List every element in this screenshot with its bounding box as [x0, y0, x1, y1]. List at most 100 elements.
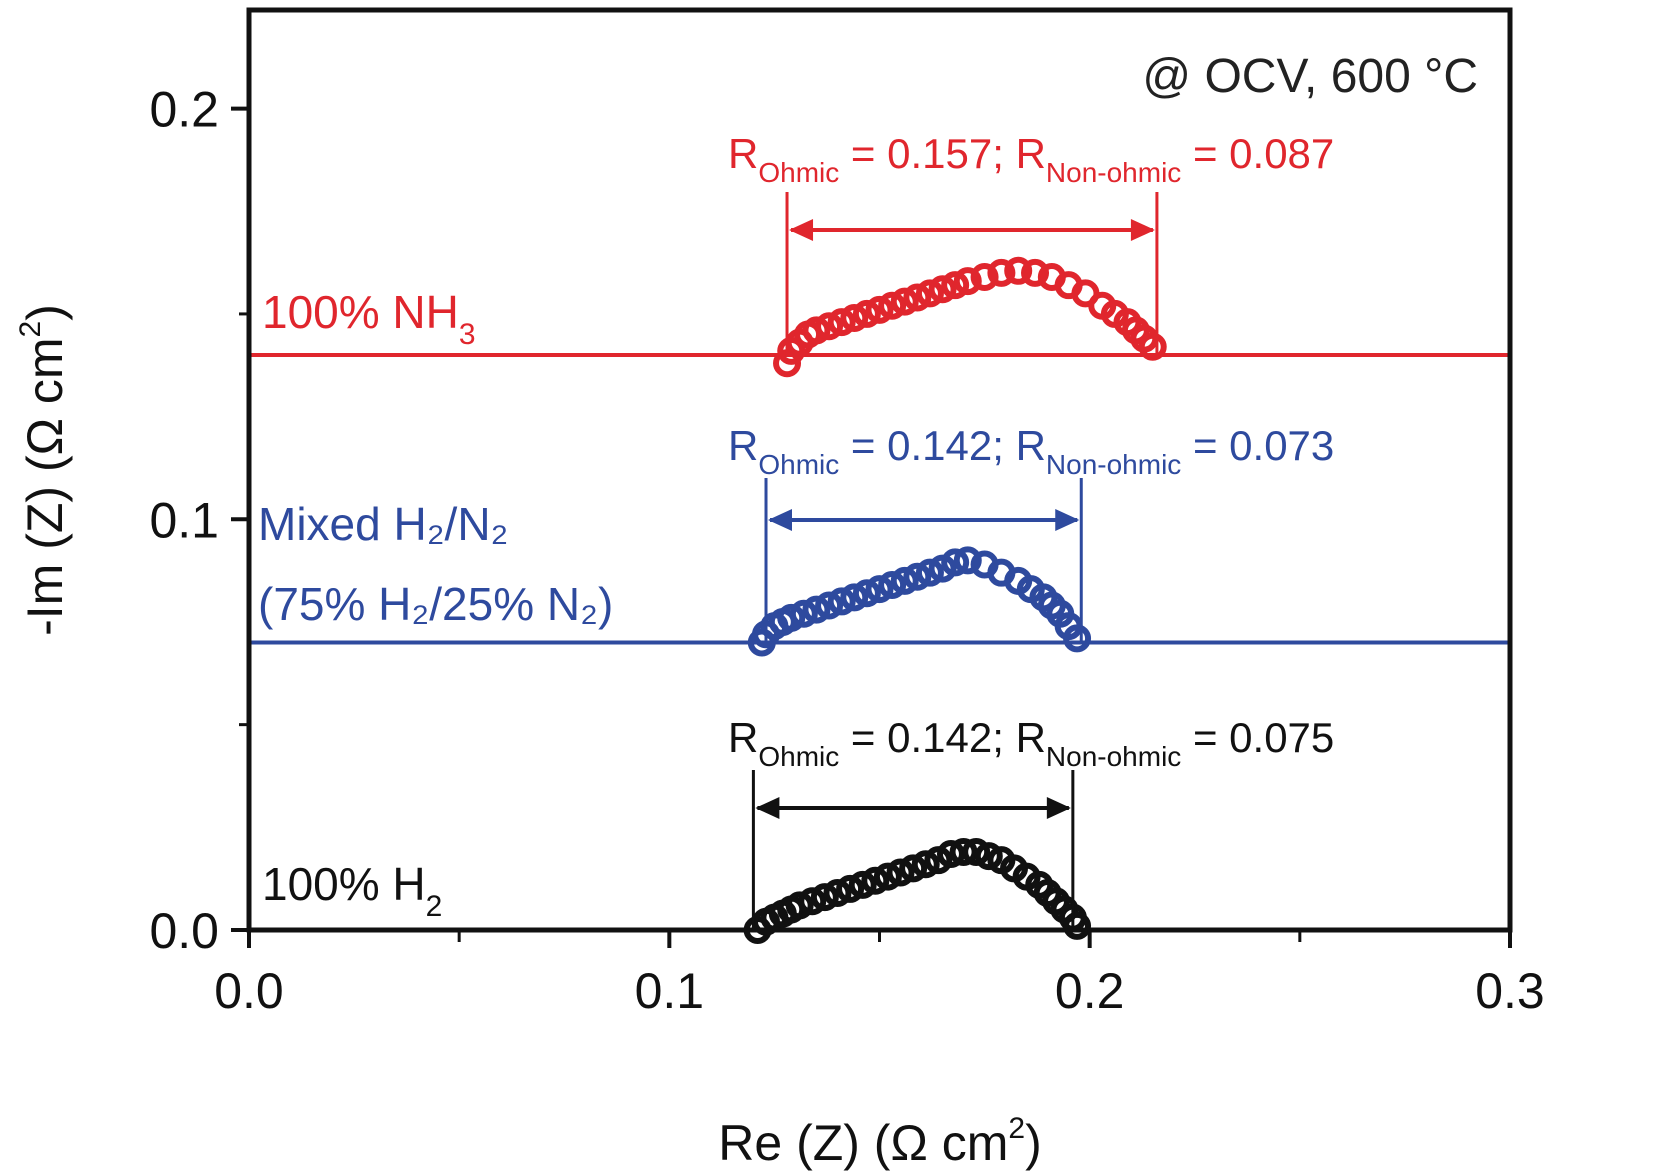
- axis-title-superscript: 2: [1008, 1112, 1025, 1145]
- data-point: [852, 299, 881, 328]
- data-point: [903, 283, 932, 312]
- data-point: [953, 267, 982, 296]
- resistance-arrow-2: [751, 770, 1075, 930]
- series-label-h2: 100% H2: [262, 858, 442, 923]
- data-point: [970, 262, 999, 291]
- annotation-part: Non-ohmic: [1046, 741, 1181, 772]
- data-point: [785, 891, 814, 920]
- data-point: [848, 870, 877, 899]
- arrow-head-left: [789, 219, 814, 241]
- y-tick-label: 0.2: [149, 82, 219, 138]
- axis-title-text: ): [17, 304, 73, 321]
- series-label-nh3: 100% NH3: [262, 286, 476, 351]
- data-point: [810, 883, 839, 912]
- data-point: [890, 287, 919, 316]
- x-tick-label: 0.0: [214, 963, 284, 1019]
- annotation-part: Ohmic: [758, 157, 839, 188]
- series-label-subscript: 3: [459, 318, 476, 351]
- x-tick-label: 0.2: [1055, 963, 1125, 1019]
- axis-layer: 0.0 0.1 0.2 0.3 0.0 0.1 0.2: [149, 82, 1544, 1019]
- annotation-part: = 0.157;: [839, 130, 1015, 177]
- series-label-text: 100% H: [262, 858, 426, 910]
- annotation-part: R: [1016, 714, 1046, 761]
- y-axis-title: -Im (Z) (Ω cm2): [14, 304, 73, 636]
- data-point: [1063, 911, 1092, 940]
- y-tick-label: 0.1: [149, 492, 219, 548]
- data-point: [827, 587, 856, 616]
- data-point: [865, 295, 894, 324]
- data-point: [815, 591, 844, 620]
- axis-title-text: -Im (Z) (Ω cm: [17, 337, 73, 635]
- data-point: [873, 862, 902, 891]
- data-point: [899, 854, 928, 883]
- resistance-arrow-1: [764, 478, 1083, 643]
- annotation-part: R: [728, 422, 758, 469]
- annotation-part: R: [728, 130, 758, 177]
- data-point: [852, 579, 881, 608]
- arrow-head-left: [768, 509, 793, 531]
- data-point: [936, 840, 965, 869]
- annotation-part: = 0.075: [1181, 714, 1334, 761]
- arrow-head-right: [1130, 219, 1155, 241]
- data-point: [1004, 256, 1033, 285]
- data-point: [915, 279, 944, 308]
- annotation-part: Ohmic: [758, 741, 839, 772]
- data-point: [878, 571, 907, 599]
- annotation-part: R: [728, 714, 758, 761]
- annotation-part: R: [1016, 422, 1046, 469]
- annotation-part: Non-ohmic: [1046, 157, 1181, 188]
- axis-title-text: ): [1025, 1115, 1042, 1171]
- data-point: [815, 312, 844, 341]
- data-point: [890, 566, 919, 595]
- data-point: [941, 271, 970, 300]
- arrow-head-left: [755, 797, 780, 819]
- data-point: [987, 258, 1016, 287]
- arrow-head-right: [1046, 797, 1071, 819]
- data-point: [915, 558, 944, 587]
- data-point: [928, 275, 957, 304]
- data-point: [974, 842, 1003, 871]
- data-point: [802, 595, 831, 624]
- annotation-part: R: [1016, 130, 1046, 177]
- series-0: [249, 256, 1510, 378]
- data-point: [886, 858, 915, 887]
- data-point: [861, 866, 890, 895]
- arrow-head-right: [1055, 509, 1080, 531]
- resistance-annotation: ROhmic = 0.157; RNon-ohmic = 0.087: [728, 130, 1334, 188]
- series-2: [743, 837, 1092, 944]
- data-point: [949, 837, 978, 866]
- data-point: [962, 837, 991, 866]
- data-point: [953, 546, 982, 575]
- resistance-annotation: ROhmic = 0.142; RNon-ohmic = 0.073: [728, 422, 1334, 480]
- series-label-mixed-line1: Mixed H₂/N₂: [258, 498, 508, 550]
- series-layer: [249, 256, 1510, 944]
- annotation-layer: ROhmic = 0.157; RNon-ohmic = 0.087ROhmic…: [258, 130, 1334, 930]
- data-point: [1138, 332, 1167, 361]
- data-point: [941, 548, 970, 577]
- data-point: [798, 887, 827, 916]
- annotation-part: = 0.142;: [839, 422, 1015, 469]
- annotation-part: = 0.142;: [839, 714, 1015, 761]
- data-point: [840, 583, 869, 612]
- data-point: [840, 304, 869, 333]
- x-tick-label: 0.3: [1475, 963, 1545, 1019]
- data-point: [878, 291, 907, 320]
- data-point: [903, 562, 932, 591]
- data-point: [1021, 258, 1050, 287]
- data-point: [777, 603, 806, 632]
- axis-title-superscript: 2: [14, 321, 47, 338]
- annotation-part: Ohmic: [758, 449, 839, 480]
- data-point: [827, 308, 856, 337]
- annotation-part: = 0.087: [1181, 130, 1334, 177]
- series-label-text: 100% NH: [262, 286, 459, 338]
- x-tick-label: 0.1: [635, 963, 705, 1019]
- data-point: [865, 575, 894, 604]
- annotation-part: Non-ohmic: [1046, 449, 1181, 480]
- annotation-part: = 0.073: [1181, 422, 1334, 469]
- resistance-annotation: ROhmic = 0.142; RNon-ohmic = 0.075: [728, 714, 1334, 772]
- y-tick-label: 0.0: [149, 903, 219, 959]
- data-point: [823, 879, 852, 908]
- data-point: [789, 599, 818, 628]
- condition-label: @ OCV, 600 °C: [1142, 50, 1478, 103]
